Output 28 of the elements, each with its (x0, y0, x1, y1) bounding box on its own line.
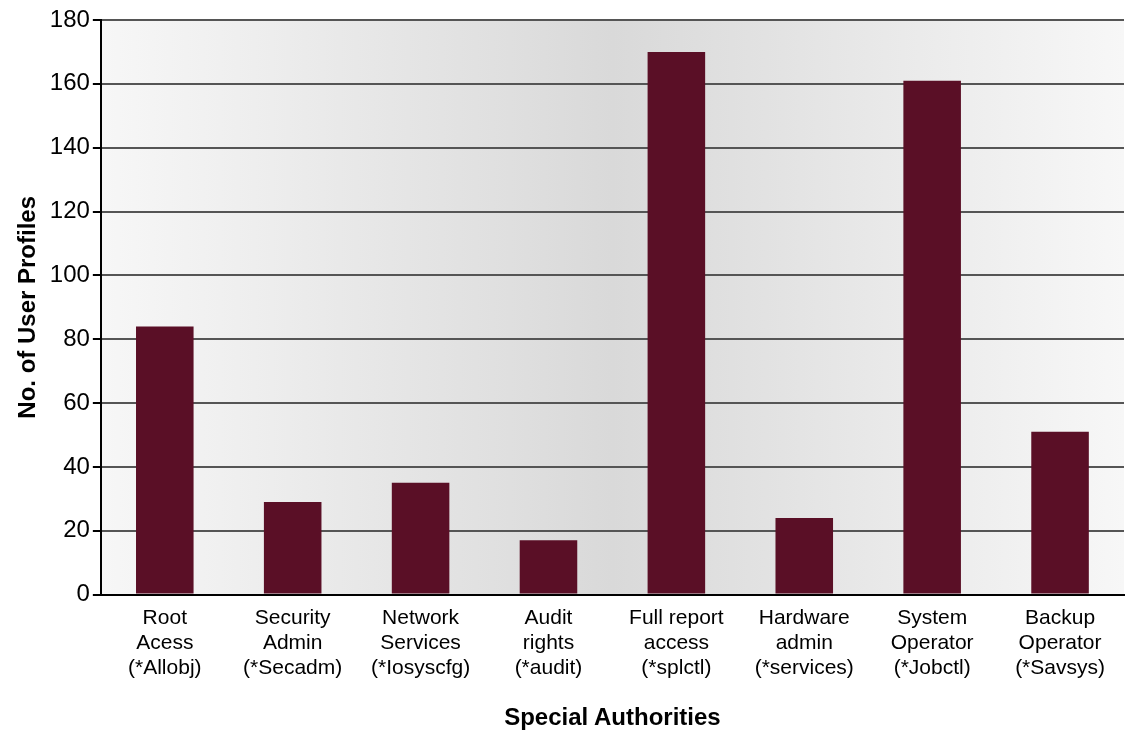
y-tick-label: 60 (63, 387, 90, 415)
y-tick-label: 0 (76, 579, 90, 607)
x-tick-label: Hardware admin (*services) (754, 605, 854, 679)
bar (391, 482, 450, 594)
y-axis-title: No. of User Profiles (13, 195, 41, 419)
x-tick-label: Backup Operator (*Savsys) (1015, 605, 1105, 679)
bar (903, 80, 961, 594)
x-tick-label: Audit rights (*audit) (514, 605, 583, 679)
x-tick-label: Network Services (*Iosyscfg) (370, 605, 471, 679)
bar (1031, 431, 1089, 594)
y-tick-label: 180 (49, 4, 90, 32)
y-tick-label: 120 (49, 196, 90, 224)
x-tick-label: System Operator (*Jobctl) (890, 605, 974, 679)
y-tick-label: 80 (63, 323, 90, 351)
bar (647, 51, 706, 594)
y-tick-label: 140 (49, 132, 90, 160)
bar (519, 540, 578, 594)
x-axis-title: Special Authorities (504, 703, 721, 731)
y-tick-label: 40 (63, 451, 90, 479)
bar (775, 517, 834, 594)
x-tick-label: Security Admin (*Secadm) (243, 605, 343, 679)
y-tick-label: 20 (63, 515, 90, 543)
bar (263, 502, 322, 594)
y-tick-label: 160 (49, 68, 90, 96)
bar (136, 326, 194, 594)
x-tick-label: Full report access (*splctl) (629, 605, 724, 679)
x-tick-label: Root Acess (*Allobj) (128, 605, 202, 679)
y-tick-label: 100 (49, 260, 90, 287)
